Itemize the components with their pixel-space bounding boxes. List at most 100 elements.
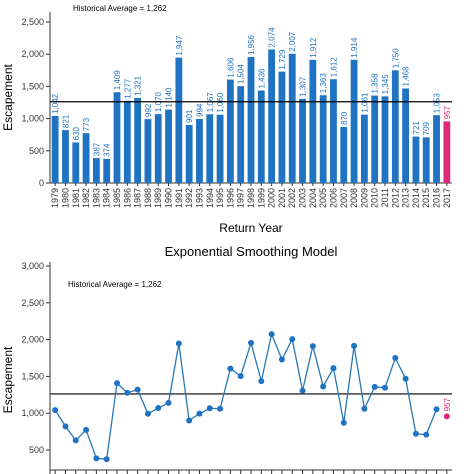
bar: [62, 130, 69, 183]
bar: [433, 115, 440, 183]
bar-value-label: 387: [92, 142, 101, 156]
x-tick-label: 2001: [277, 188, 287, 208]
data-point: [165, 399, 172, 406]
bar: [288, 53, 296, 183]
bar-value-label: 2,074: [268, 27, 277, 48]
x-tick-label: 1981: [71, 188, 81, 208]
bar: [165, 109, 172, 183]
bar-value-label: 1,042: [51, 93, 60, 114]
data-point: [206, 405, 213, 412]
data-point: [309, 343, 316, 350]
forecast-point: [443, 413, 450, 420]
data-point: [433, 406, 440, 413]
x-tick-label: 2003: [298, 188, 308, 208]
x-tick-label: 2000: [267, 188, 277, 208]
bar: [144, 119, 152, 183]
data-point: [52, 407, 59, 414]
bar-value-label: 374: [103, 143, 112, 157]
bar: [123, 100, 131, 183]
x-tick-label: 1980: [60, 188, 70, 208]
bar: [350, 59, 358, 183]
x-tick-label: 2016: [432, 188, 442, 208]
x-tick-label: 1997: [236, 188, 246, 208]
x-tick-label: 2007: [339, 188, 349, 208]
bar-value-label: 901: [185, 109, 194, 123]
data-point: [289, 336, 296, 343]
data-point: [155, 405, 162, 412]
bar-value-label: 1,140: [165, 87, 174, 108]
bar: [206, 114, 214, 183]
y-tick-label: 1,500: [21, 81, 44, 91]
bar: [154, 114, 162, 183]
data-point: [361, 405, 368, 412]
x-tick-label: 2002: [287, 188, 297, 208]
data-point: [423, 431, 430, 438]
data-point: [392, 355, 399, 361]
bar-value-label: 1,436: [257, 68, 266, 89]
bar-value-label: 1,409: [113, 70, 122, 91]
y-tick-label: 1,000: [21, 408, 44, 418]
bar: [51, 115, 59, 183]
bar-chart: 0 500 1,000 1,500 2,000 2,500 1,042 1979 821 1980…: [1, 4, 452, 235]
y-tick-label: 1,500: [21, 371, 44, 381]
bar-value-label: 1,729: [278, 49, 287, 70]
x-axis-title: Return Year: [219, 221, 282, 235]
x-tick-label: 1995: [215, 188, 225, 208]
bar: [391, 70, 399, 183]
data-point: [93, 455, 100, 462]
bar: [92, 158, 100, 183]
data-point: [320, 383, 327, 390]
bar: [247, 57, 255, 183]
bar: [340, 126, 348, 183]
data-point: [248, 339, 254, 346]
y-tick-label: 2,500: [21, 17, 44, 27]
x-tick-label: 1984: [102, 188, 112, 208]
bar-value-label: 994: [195, 103, 204, 117]
bar-value-label: 1,912: [309, 37, 318, 58]
historical-average-label: Historical Average = 1,262: [73, 4, 167, 13]
x-tick-label: 2010: [370, 188, 380, 208]
bar-value-label: 992: [144, 103, 153, 117]
y-tick-label: 500: [29, 146, 44, 156]
bar-value-label: 1,321: [134, 75, 143, 96]
data-point: [144, 410, 151, 417]
bar: [330, 79, 337, 183]
bar: [381, 96, 389, 183]
x-tick-label: 1989: [153, 188, 163, 208]
data-point: [258, 378, 265, 385]
x-tick-label: 1993: [194, 188, 204, 208]
bar-value-label: 1,947: [175, 35, 184, 56]
x-tick-label: 1990: [164, 188, 174, 208]
data-point: [227, 365, 234, 372]
bar: [216, 114, 224, 183]
x-tick-label: 1986: [122, 188, 132, 208]
x-tick-label: 1992: [184, 188, 194, 208]
bar-value-label: 1,307: [299, 76, 308, 97]
x-tick-label: 2011: [380, 188, 390, 207]
data-point: [340, 419, 347, 426]
y-tick-label: 0: [39, 178, 44, 188]
bar: [113, 92, 121, 183]
x-tick-label: 1998: [246, 188, 256, 208]
bar: [268, 49, 276, 183]
line-chart: Exponential Smoothing Model 500 1,000 1,500…: [1, 244, 452, 474]
x-tick-label: 2012: [390, 188, 400, 208]
data-point: [351, 342, 358, 349]
bar: [371, 95, 379, 183]
data-point: [402, 375, 409, 382]
data-point: [83, 426, 90, 433]
bar-value-label: 821: [61, 114, 70, 128]
bar-value-label: 1,750: [391, 48, 400, 69]
data-point: [299, 387, 306, 394]
bar: [226, 79, 234, 183]
data-point: [237, 373, 244, 380]
bar: [237, 86, 245, 183]
x-tick-label: 2015: [421, 188, 431, 208]
x-tick-label: 1988: [143, 188, 153, 208]
bar-value-label: 1,606: [226, 57, 235, 78]
bar: [402, 88, 410, 183]
bar: [82, 133, 90, 183]
x-tick-label: 1983: [91, 188, 101, 208]
x-tick-label: 2014: [411, 188, 421, 208]
